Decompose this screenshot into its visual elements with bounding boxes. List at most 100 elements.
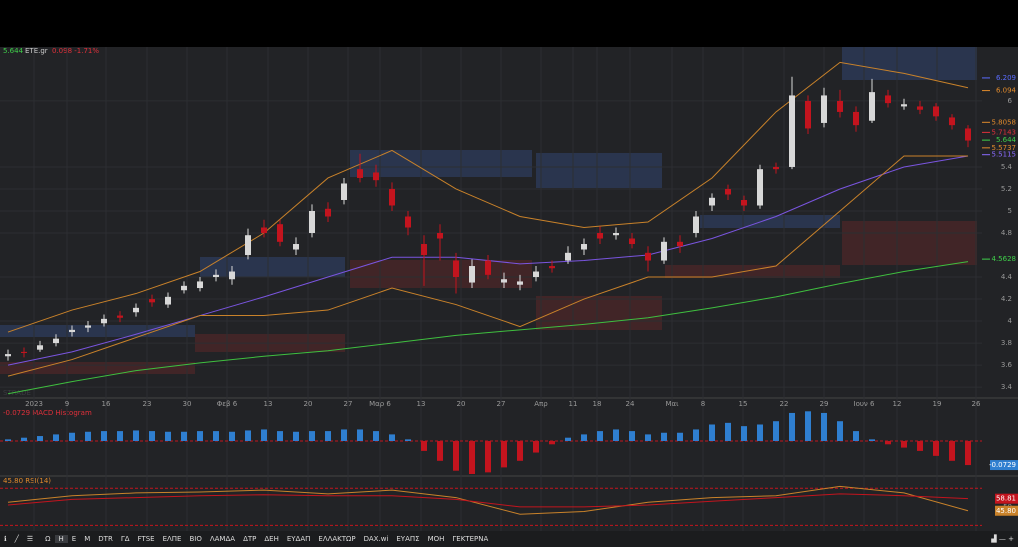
candle-body bbox=[629, 238, 635, 245]
candle-body bbox=[469, 266, 475, 283]
histogram-bar bbox=[885, 441, 891, 445]
price-label: 5.644 bbox=[996, 136, 1017, 144]
candle-body bbox=[677, 241, 683, 247]
histogram-bar bbox=[629, 431, 635, 441]
x-tick-label: 19 bbox=[933, 400, 942, 408]
toolbar: ℹ ╱ ☰ Ω H E M DTR ΓΔ FTSE ΕΛΠΕ ΒΙΟ ΛΑΜΔΑ ΔΤΡ ΔΕΗ ΕΥΔΑΠ… bbox=[0, 531, 1018, 547]
histogram-bar bbox=[581, 434, 587, 441]
candle-body bbox=[181, 285, 187, 291]
toolbar-item[interactable]: ΒΙΟ bbox=[189, 535, 202, 543]
histogram-bar bbox=[773, 421, 779, 441]
toolbar-item[interactable]: ΜΟΗ bbox=[427, 535, 445, 543]
candle-body bbox=[261, 227, 267, 234]
tool-icon[interactable]: ℹ bbox=[4, 535, 7, 543]
candle-body bbox=[725, 188, 731, 195]
price-label: 5.8058 bbox=[992, 118, 1017, 126]
x-tick-label: Μαι bbox=[665, 400, 679, 408]
candle-body bbox=[37, 345, 43, 350]
price-label: 4.5628 bbox=[992, 255, 1017, 263]
candle-body bbox=[197, 281, 203, 289]
axis-label: 58.81 bbox=[996, 495, 1016, 503]
histogram-bar bbox=[261, 429, 267, 441]
candle-body bbox=[389, 188, 395, 206]
candle-body bbox=[309, 210, 315, 234]
x-tick-label: 22 bbox=[780, 400, 789, 408]
tool-icon[interactable]: ☰ bbox=[26, 535, 34, 543]
histogram-bar bbox=[101, 431, 107, 441]
candle-body bbox=[405, 216, 411, 228]
toolbar-item[interactable]: ΛΑΜΔΑ bbox=[209, 535, 236, 543]
histogram-bar bbox=[805, 411, 811, 441]
toolbar-item[interactable]: Ω bbox=[45, 535, 51, 543]
histogram-bar bbox=[549, 441, 555, 445]
histogram-bar bbox=[69, 432, 75, 441]
toolbar-item[interactable]: H bbox=[54, 535, 68, 543]
histogram-bar bbox=[373, 431, 379, 441]
x-tick-label: 20 bbox=[457, 400, 466, 408]
histogram-bar bbox=[613, 429, 619, 441]
symbol: ETE.gr bbox=[25, 47, 48, 55]
toolbar-item[interactable]: E bbox=[71, 535, 77, 543]
toolbar-item[interactable]: DTR bbox=[98, 535, 113, 543]
candle-body bbox=[533, 271, 539, 278]
tool-icon[interactable]: ▟ — + bbox=[991, 535, 1014, 543]
histogram-bar bbox=[917, 441, 923, 451]
histogram-bar bbox=[501, 441, 507, 468]
candle-body bbox=[773, 166, 779, 170]
toolbar-item[interactable]: ΓΔ bbox=[120, 535, 130, 543]
toolbar-item[interactable]: M bbox=[84, 535, 91, 543]
candle-body bbox=[613, 233, 619, 236]
candle-body bbox=[341, 183, 347, 200]
x-tick-label: 27 bbox=[344, 400, 353, 408]
price-label: 5.7143 bbox=[992, 128, 1017, 136]
chart: 5.644 ETE.gr 0.098 -1.71% STRADE -0.0729… bbox=[0, 47, 1018, 531]
rsi-title: 45.80 RSI(14) bbox=[3, 477, 51, 485]
candle-body bbox=[789, 95, 795, 167]
toolbar-item[interactable]: ΓΕΚΤΕΡΝΑ bbox=[452, 535, 489, 543]
histogram-bar bbox=[661, 432, 667, 441]
toolbar-item[interactable]: ΔΤΡ bbox=[243, 535, 257, 543]
price-label: 5.5115 bbox=[992, 151, 1017, 159]
histogram-bar bbox=[293, 431, 299, 441]
histogram-bar bbox=[245, 430, 251, 441]
candle-body bbox=[693, 216, 699, 234]
y-tick-label: 3.6 bbox=[1001, 361, 1013, 369]
y-tick-label: 4.8 bbox=[1001, 229, 1012, 237]
axis-label: 45.80 bbox=[996, 507, 1016, 515]
candle-body bbox=[5, 354, 11, 357]
histogram-bar bbox=[741, 426, 747, 441]
histogram-bar bbox=[757, 424, 763, 441]
toolbar-item[interactable]: ΕΛΛΑΚΤΩΡ bbox=[318, 535, 356, 543]
toolbar-item[interactable]: ΕΛΠΕ bbox=[162, 535, 182, 543]
toolbar-item[interactable]: ΕΥΔΑΠ bbox=[286, 535, 311, 543]
histogram-bar bbox=[565, 437, 571, 441]
histogram-bar bbox=[789, 412, 795, 441]
toolbar-item[interactable]: ΔΕΗ bbox=[264, 535, 279, 543]
toolbar-item[interactable]: FTSE bbox=[137, 535, 155, 543]
candle-body bbox=[133, 307, 139, 313]
x-tick-label: 15 bbox=[739, 400, 748, 408]
y-tick-label: 4 bbox=[1008, 317, 1013, 325]
x-tick-label: 8 bbox=[701, 400, 705, 408]
histogram-bar bbox=[165, 431, 171, 441]
candle-body bbox=[149, 299, 155, 303]
tool-icon[interactable]: ╱ bbox=[14, 535, 19, 543]
x-tick-label: Ιουν 6 bbox=[854, 400, 876, 408]
histogram-bar bbox=[117, 431, 123, 441]
x-tick-label: 13 bbox=[264, 400, 273, 408]
candle-body bbox=[517, 281, 523, 285]
histogram-bar bbox=[485, 441, 491, 473]
histogram-bar bbox=[229, 431, 235, 441]
x-tick-label: 27 bbox=[497, 400, 506, 408]
toolbar-item[interactable]: ΕΥΑΠΣ bbox=[396, 535, 420, 543]
indicator-line bbox=[7, 155, 968, 377]
toolbar-item[interactable]: DAX.wi bbox=[363, 535, 389, 543]
candle-body bbox=[933, 106, 939, 117]
candle-body bbox=[565, 252, 571, 261]
candle-body bbox=[245, 235, 251, 256]
axis-label-bg bbox=[995, 505, 1018, 516]
candle-body bbox=[949, 117, 955, 126]
histogram-bar bbox=[357, 429, 363, 441]
candle-body bbox=[709, 197, 715, 206]
